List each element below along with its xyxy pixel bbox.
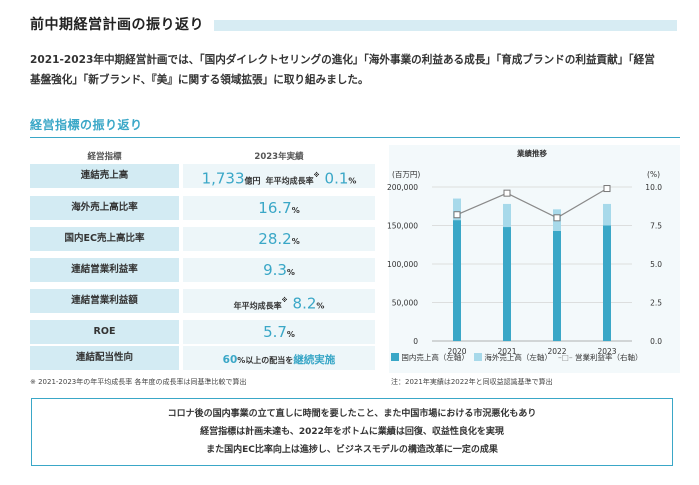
- note-mark: ※: [281, 297, 288, 304]
- col-header-result: 2023年実績: [254, 152, 304, 162]
- legend-label: 海外売上高（左軸）: [484, 353, 552, 362]
- row-value: 5.7%: [183, 320, 375, 344]
- bar-domestic: [603, 225, 611, 341]
- chart-title: 業績推移: [516, 148, 547, 158]
- x-tick-label: 2023: [597, 347, 616, 356]
- intro-paragraph: 2021-2023年中期経営計画では、「国内ダイレクトセリングの進化」「海外事業…: [30, 50, 680, 90]
- row-value: 年平均成長率※ 8.2%: [183, 289, 375, 313]
- bar-domestic: [503, 227, 511, 341]
- chart-footnote: 注：2021年実績は2022年と同収益認識基準で算出: [391, 378, 553, 386]
- row-label: 連結売上高: [30, 164, 179, 188]
- y-left-tick: 50,000: [392, 299, 418, 308]
- indicators-title: 経営指標の振り返り: [30, 118, 143, 132]
- bar-overseas: [603, 203, 611, 226]
- row-value: 16.7%: [183, 196, 375, 220]
- y-left-tick: 100,000: [387, 260, 418, 269]
- row-label: 連結営業利益額: [30, 289, 179, 313]
- table-row: 海外売上高比率 16.7%: [30, 196, 375, 220]
- x-tick-label: 2022: [547, 347, 566, 356]
- value-unit: 億円: [244, 176, 261, 186]
- margin-point: [603, 185, 611, 193]
- row-value: 1,733億円 年平均成長率※ 0.1%: [183, 164, 375, 188]
- bar-overseas: [453, 198, 461, 221]
- bar-domestic: [453, 220, 461, 341]
- value-number: 60: [222, 354, 238, 366]
- y-right-tick: 5.0: [650, 260, 662, 269]
- legend-label: 営業利益率（右軸）: [574, 353, 643, 362]
- row-value: 9.3%: [183, 258, 375, 282]
- indicators-rule: [30, 137, 680, 138]
- note-mark: ※: [313, 172, 320, 179]
- value-unit: %: [316, 301, 325, 311]
- legend-swatch: [391, 353, 399, 361]
- value-big: 9.3: [263, 261, 287, 279]
- row-label: 連結営業利益率: [30, 258, 179, 282]
- intro-line-2: 基盤強化」「新ブランド、『美』に関する領域拡張」に取り組みました。: [30, 74, 369, 86]
- value-caption: %以上の配当を: [237, 356, 294, 365]
- value-emphasis: 継続実施: [293, 354, 336, 366]
- section-title-bar: [214, 20, 677, 31]
- row-label: 連結配当性向: [30, 346, 179, 370]
- row-value: 28.2%: [183, 227, 375, 251]
- value-big: 28.2: [258, 230, 292, 248]
- y-left-tick: 200,000: [387, 183, 418, 192]
- legend-swatch: [474, 353, 482, 361]
- table-row: 連結営業利益額 年平均成長率※ 8.2%: [30, 289, 375, 313]
- table-row: ROE 5.7%: [30, 320, 375, 344]
- summary-box: コロナ後の国内事業の立て直しに時間を要したこと、また中国市場における市況悪化もあ…: [31, 398, 673, 466]
- x-tick-label: 2021: [497, 347, 516, 356]
- y-right-tick: 7.5: [650, 222, 662, 231]
- value-unit: %: [286, 330, 295, 339]
- legend-margin: –□– 営業利益率（右軸）: [558, 352, 642, 363]
- table-row: 国内EC売上高比率 28.2%: [30, 227, 375, 251]
- row-label: ROE: [30, 320, 179, 344]
- value-big: 1,733: [201, 169, 245, 188]
- value-big: 0.1: [324, 169, 349, 188]
- chart-panel: [389, 145, 680, 373]
- legend-domestic: 国内売上高（左軸）: [391, 352, 469, 363]
- margin-point: [503, 189, 511, 197]
- summary-line-2: 経営指標は計画未達も、2022年をボトムに業績は回復、収益性良化を実現: [200, 427, 504, 437]
- value-caption: 年平均成長率: [233, 301, 282, 311]
- y-right-tick: 2.5: [650, 299, 662, 308]
- margin-point: [553, 214, 561, 222]
- legend-line-icon: –□–: [558, 353, 573, 362]
- margin-point: [453, 211, 461, 219]
- y-right-tick: 0.0: [650, 337, 662, 346]
- summary-line-1: コロナ後の国内事業の立て直しに時間を要したこと、また中国市場における市況悪化もあ…: [167, 409, 537, 419]
- bar-domestic: [553, 230, 561, 341]
- y-axis-left-label: (百万円): [392, 170, 420, 179]
- margin-line: [456, 188, 608, 219]
- row-label: 国内EC売上高比率: [30, 227, 179, 251]
- legend-label: 国内売上高（左軸）: [401, 353, 469, 362]
- summary-line-3: また国内EC比率向上は進捗し、ビジネスモデルの構造改革に一定の成果: [206, 445, 498, 455]
- value-big: 8.2: [292, 294, 317, 313]
- y-axis-right-label: (%): [647, 170, 660, 179]
- value-caption: 年平均成長率: [265, 176, 314, 186]
- table-row: 連結配当性向 60%以上の配当を継続実施: [30, 346, 375, 370]
- value-big: 16.7: [258, 199, 292, 217]
- bar-overseas: [503, 203, 511, 228]
- value-big: 5.7: [263, 323, 287, 341]
- y-right-tick: 10.0: [645, 183, 662, 192]
- value-unit: %: [291, 206, 300, 215]
- x-tick-label: 2020: [447, 347, 466, 356]
- section-title: 前中期経営計画の振り返り: [30, 17, 204, 33]
- intro-line-1: 2021-2023年中期経営計画では、「国内ダイレクトセリングの進化」「海外事業…: [30, 54, 655, 66]
- table-row: 連結営業利益率 9.3%: [30, 258, 375, 282]
- value-unit: %: [291, 237, 300, 246]
- value-unit: %: [348, 176, 357, 186]
- y-left-tick: 0: [413, 337, 418, 346]
- row-label: 海外売上高比率: [30, 196, 179, 220]
- table-row: 連結売上高 1,733億円 年平均成長率※ 0.1%: [30, 164, 375, 188]
- table-footnote: ※ 2021-2023年の年平均成長率 各年度の成長率は同基準比較で算出: [30, 378, 247, 386]
- row-value: 60%以上の配当を継続実施: [183, 346, 375, 370]
- legend-overseas: 海外売上高（左軸）: [474, 352, 552, 363]
- col-header-indicator: 経営指標: [87, 152, 122, 162]
- value-unit: %: [286, 268, 295, 277]
- y-left-tick: 150,000: [387, 222, 418, 231]
